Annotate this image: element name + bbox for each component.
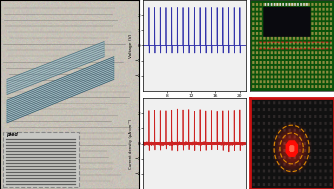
Bar (3, 132, 79, 187)
Polygon shape (7, 57, 114, 123)
Polygon shape (7, 42, 104, 94)
Text: pied: pied (6, 132, 17, 137)
Y-axis label: Current density (μA·cm⁻²): Current density (μA·cm⁻²) (129, 119, 133, 169)
X-axis label: Time(s): Time(s) (185, 98, 204, 103)
Y-axis label: Voltage (V): Voltage (V) (129, 33, 133, 58)
